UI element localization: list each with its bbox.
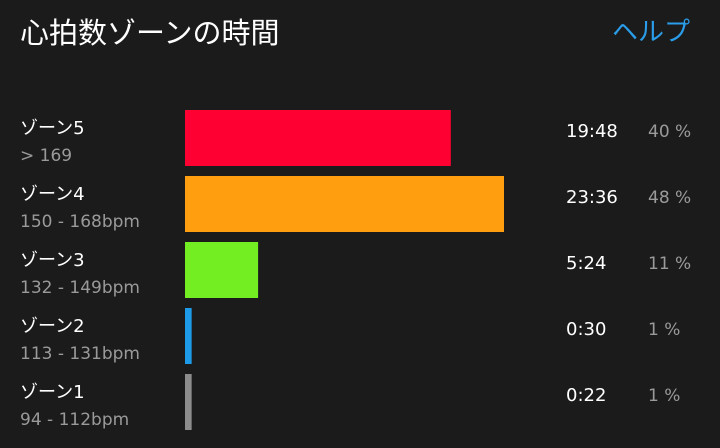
zone-percent: 1 %	[648, 320, 680, 340]
zone-name: ゾーン3	[20, 250, 85, 271]
zone-range: 113 - 131bpm	[20, 344, 140, 364]
zone-name: ゾーン5	[20, 118, 85, 139]
zone-percent: 11 %	[648, 254, 691, 274]
help-link[interactable]: ヘルプ	[612, 18, 690, 48]
zone-percent: 48 %	[648, 188, 691, 208]
zone-name: ゾーン4	[20, 184, 85, 205]
bar	[185, 308, 192, 364]
zone-time: 19:48	[566, 121, 618, 142]
zone-range: 150 - 168bpm	[20, 212, 140, 232]
zone-percent: 40 %	[648, 122, 691, 142]
zone-range: 94 - 112bpm	[20, 410, 129, 430]
zone-time: 5:24	[566, 253, 606, 274]
zone-name: ゾーン1	[20, 382, 85, 403]
title: 心拍数ゾーンの時間	[20, 16, 280, 50]
zone-time: 0:30	[566, 319, 606, 340]
zone-percent: 1 %	[648, 386, 680, 406]
zone-time: 23:36	[566, 187, 618, 208]
zone-name: ゾーン2	[20, 316, 85, 337]
zone-range: > 169	[20, 146, 72, 166]
bar	[185, 176, 504, 232]
bar	[185, 242, 259, 298]
zone-range: 132 - 149bpm	[20, 278, 140, 298]
bar	[185, 374, 192, 430]
zone-time: 0:22	[566, 385, 606, 406]
bar	[185, 110, 451, 166]
